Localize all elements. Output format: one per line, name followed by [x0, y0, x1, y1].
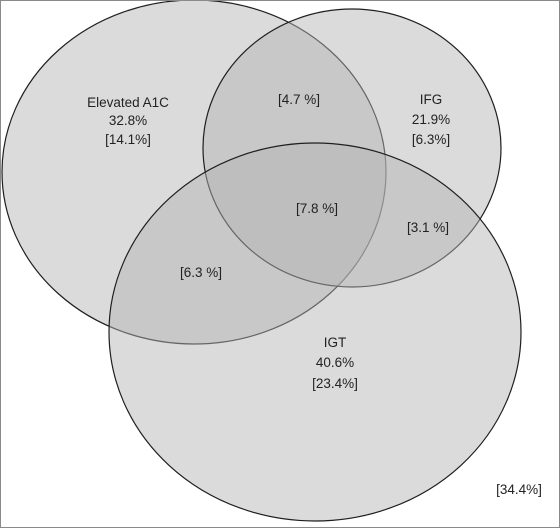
venn-circle-ifg — [202, 8, 502, 288]
venn-circle-igt — [108, 142, 522, 522]
a1c-set-percent: 32.8% — [109, 113, 147, 128]
overlap-a1c-igt-value: [6.3 %] — [180, 265, 222, 280]
a1c-set-name: Elevated A1C — [87, 95, 169, 110]
igt-set-percent: 40.6% — [316, 355, 354, 370]
overlap-ifg-igt-value: [3.1 %] — [407, 220, 449, 235]
igt-set-name: IGT — [324, 335, 347, 350]
ifg-set-percent: 21.9% — [412, 112, 450, 127]
overlap-a1c-ifg-value: [4.7 %] — [278, 92, 320, 107]
outside-value: [34.4%] — [496, 482, 542, 497]
igt-exclusive-value: [23.4%] — [312, 376, 358, 391]
ifg-set-name: IFG — [420, 92, 443, 107]
ifg-exclusive-value: [6.3%] — [412, 132, 450, 147]
a1c-exclusive-value: [14.1%] — [105, 132, 151, 147]
venn-circle-elevated-a1c — [1, 1, 387, 345]
overlap-all-three-value: [7.8 %] — [296, 201, 338, 216]
